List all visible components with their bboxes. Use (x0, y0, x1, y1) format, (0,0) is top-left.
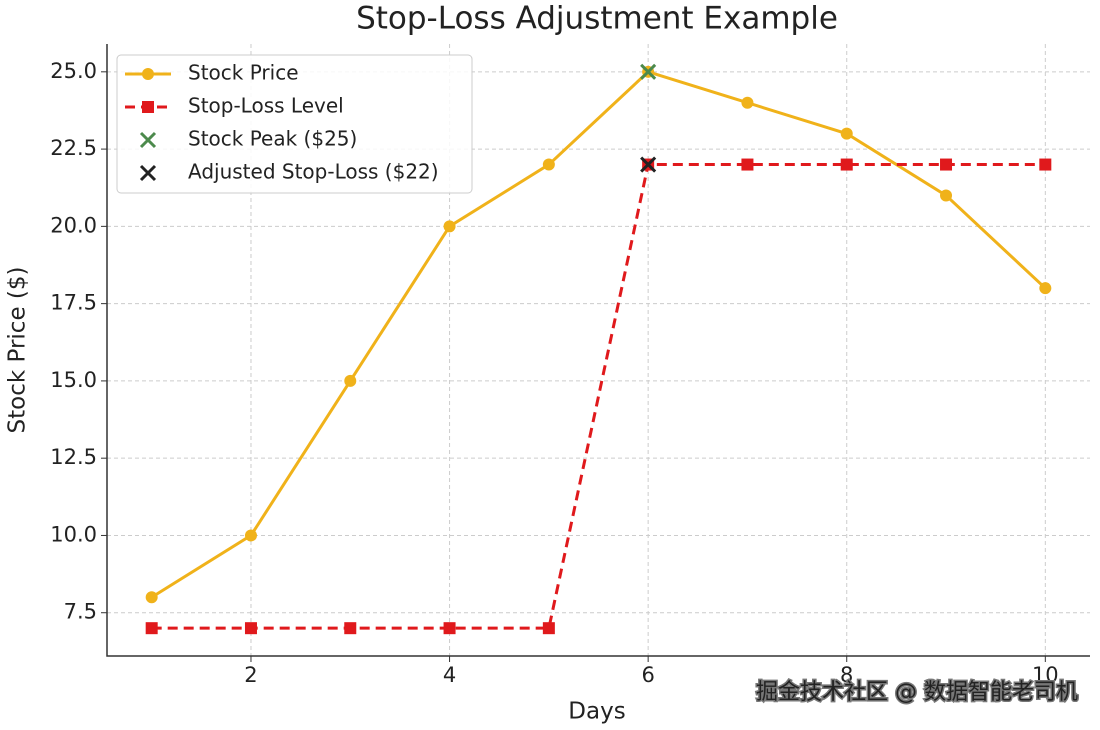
marker (940, 158, 953, 171)
marker (443, 220, 456, 233)
x-axis-label: Days (568, 699, 625, 725)
chart-title: Stop-Loss Adjustment Example (356, 1, 838, 37)
legend-label: Stock Peak ($25) (188, 127, 357, 151)
watermark: 掘金技术社区 @ 数据智能老司机 (756, 680, 1078, 705)
y-tick-label: 25.0 (50, 59, 97, 83)
marker (443, 622, 456, 635)
marker (142, 68, 154, 80)
x-tick-label: 6 (641, 663, 654, 687)
marker (542, 622, 555, 635)
marker (244, 622, 257, 635)
marker (1039, 282, 1052, 295)
y-axis-label: Stock Price ($) (5, 267, 31, 434)
marker (640, 156, 657, 173)
y-tick-label: 10.0 (50, 522, 97, 546)
marker (840, 158, 853, 171)
legend-box (116, 54, 473, 194)
marker (940, 189, 953, 202)
marker (1039, 158, 1052, 171)
series-line (151, 163, 1046, 630)
marker (139, 164, 157, 182)
legend-label: Adjusted Stop-Loss ($22) (188, 160, 439, 184)
marker (741, 158, 754, 171)
marker (145, 622, 158, 635)
y-tick-label: 7.5 (64, 600, 97, 624)
y-tick-label: 22.5 (50, 136, 97, 160)
marker (840, 127, 853, 140)
marker (145, 591, 158, 604)
series-line (150, 70, 1047, 599)
x-tick-label: 8 (840, 663, 853, 687)
marker (139, 131, 157, 149)
legend: Stock Price Stop-Loss Level Stock Peak ($2… (116, 54, 473, 194)
y-tick-label: 12.5 (50, 445, 97, 469)
x-tick-label: 4 (443, 663, 456, 687)
marker (244, 529, 257, 542)
axes (106, 44, 1090, 657)
y-tick-label: 15.0 (50, 368, 97, 392)
marker (640, 63, 657, 80)
marker (142, 101, 154, 113)
x-tick-label: 10 (1032, 663, 1059, 687)
x-tick-label: 2 (244, 663, 257, 687)
legend-label: Stock Price (188, 61, 299, 85)
y-tick-label: 20.0 (50, 213, 97, 237)
legend-label: Stop-Loss Level (188, 94, 344, 118)
y-tick-label: 17.5 (50, 291, 97, 315)
marker (344, 622, 357, 635)
marker (344, 374, 357, 387)
marker (741, 96, 754, 109)
marker (542, 158, 555, 171)
